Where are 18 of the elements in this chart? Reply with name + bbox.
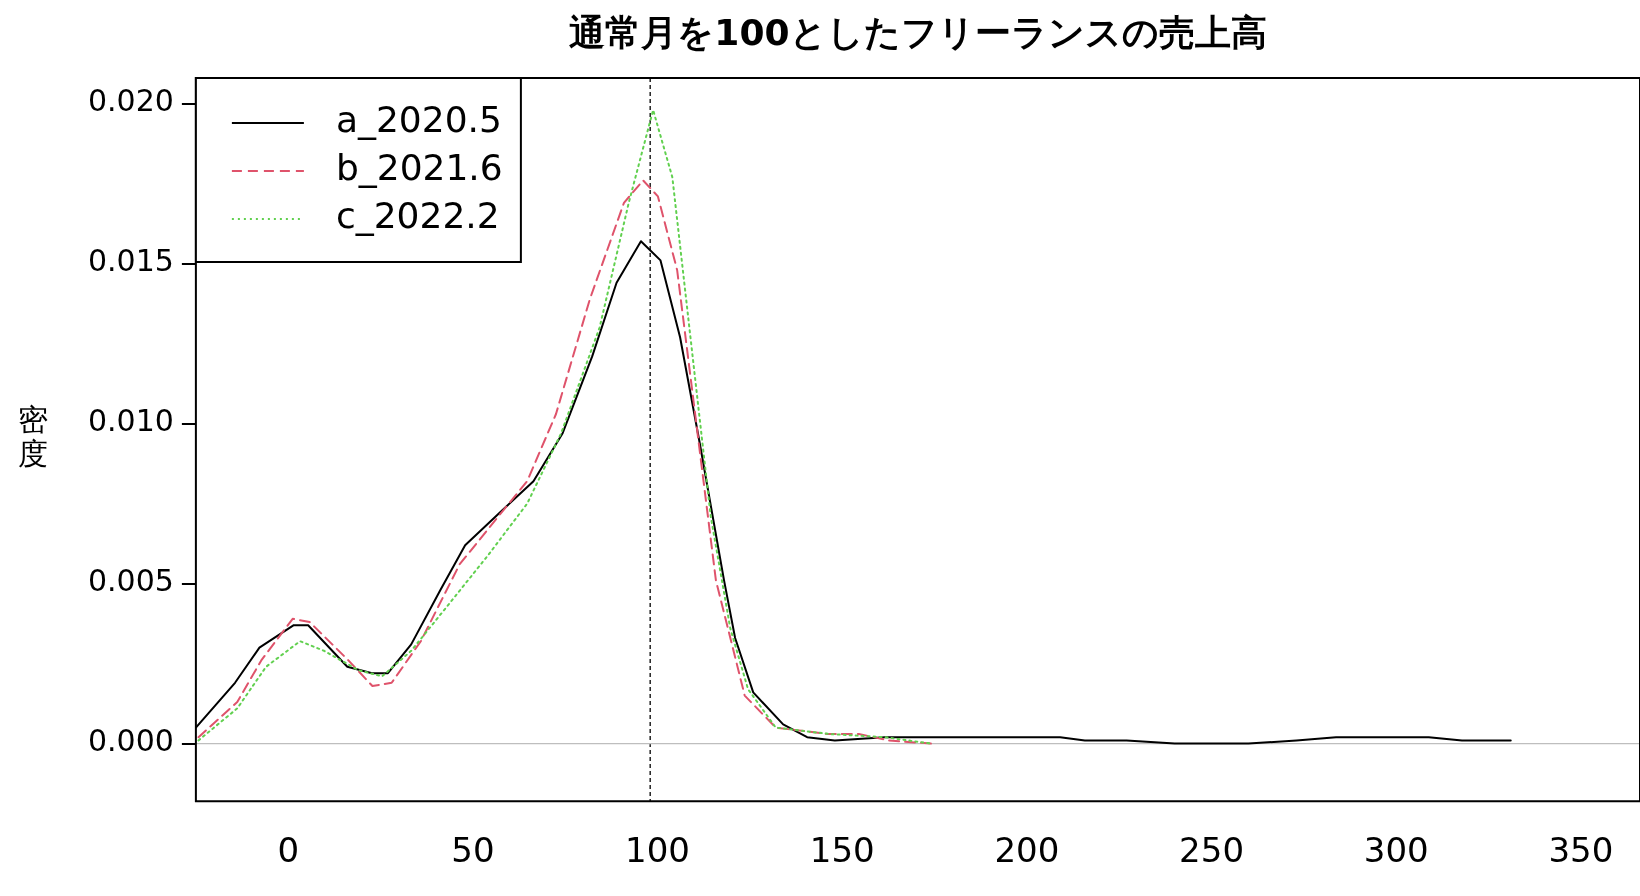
y-tick-label: 0.020 [87,83,174,119]
y-tick-label: 0.000 [87,723,174,759]
x-tick-label: 50 [451,830,495,871]
y-axis-title: 密度 [18,402,48,472]
legend-label: a_2020.5 [335,99,502,141]
legend-label: b_2021.6 [335,147,503,189]
x-tick-label: 100 [625,830,691,871]
x-tick-label: 250 [1179,830,1245,871]
y-tick-label: 0.015 [87,243,174,279]
x-tick-label: 0 [277,830,300,871]
y-tick-label: 0.005 [87,563,174,599]
chart-title: 通常月を100としたフリーランスの売上高 [569,12,1267,54]
legend-label: c_2022.2 [335,195,500,237]
x-tick-label: 200 [994,830,1060,871]
y-tick-label: 0.010 [87,403,174,439]
x-tick-label: 350 [1548,830,1614,871]
x-tick-label: 150 [809,830,875,871]
x-tick-label: 300 [1363,830,1429,871]
